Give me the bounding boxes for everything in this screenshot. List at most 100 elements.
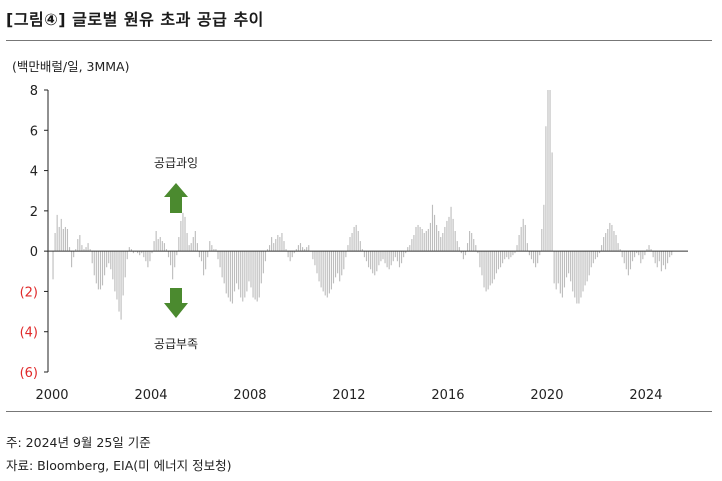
- data-bar: [621, 251, 623, 258]
- data-bar: [444, 226, 446, 252]
- data-bar: [664, 251, 667, 270]
- data-bar: [137, 251, 139, 254]
- data-bar: [192, 237, 194, 252]
- data-bar: [481, 251, 483, 276]
- data-bar: [262, 251, 264, 274]
- data-bar: [506, 251, 508, 258]
- data-bar: [217, 251, 219, 260]
- data-bar: [299, 243, 302, 252]
- data-bar: [104, 251, 106, 276]
- data-bar: [654, 251, 656, 264]
- data-bar: [601, 245, 603, 252]
- data-bar: [318, 251, 320, 282]
- data-bar: [615, 235, 617, 252]
- data-bar: [149, 251, 151, 262]
- data-bar: [79, 235, 81, 252]
- data-bar: [324, 251, 326, 296]
- data-bar: [225, 251, 227, 294]
- data-bar: [390, 251, 392, 266]
- x-tick-label: 2012: [332, 388, 365, 403]
- x-tick-label: 2008: [233, 388, 266, 403]
- data-bar: [582, 251, 584, 292]
- data-bar: [388, 251, 390, 270]
- data-bar: [289, 251, 291, 262]
- data-bar: [120, 251, 122, 320]
- data-bar: [320, 251, 322, 288]
- data-bar: [667, 251, 669, 264]
- data-bar: [236, 251, 238, 284]
- data-bar: [367, 251, 370, 268]
- surplus-arrow-icon: [164, 183, 188, 213]
- data-bar: [213, 249, 215, 252]
- data-bar: [491, 251, 493, 284]
- data-bar: [242, 251, 244, 302]
- data-bar: [83, 249, 85, 252]
- data-bar: [629, 251, 632, 270]
- data-bar: [417, 224, 419, 252]
- data-bar: [124, 251, 126, 278]
- data-bar: [200, 251, 203, 262]
- data-bar: [293, 251, 295, 254]
- data-bar: [184, 216, 186, 252]
- data-bar: [343, 251, 345, 270]
- data-bar: [101, 251, 104, 286]
- data-bar: [304, 249, 306, 252]
- data-bar: [159, 237, 161, 252]
- data-bar: [400, 251, 403, 264]
- data-bar: [337, 251, 339, 274]
- data-bar: [609, 222, 611, 252]
- data-bar: [227, 251, 229, 298]
- data-bar: [141, 251, 143, 254]
- data-bar: [287, 251, 289, 258]
- data-bar: [502, 251, 504, 264]
- data-bar: [588, 251, 590, 276]
- data-bar: [87, 243, 89, 252]
- data-bar: [275, 239, 277, 252]
- data-bar: [66, 228, 69, 252]
- data-bar: [520, 226, 522, 252]
- data-bar: [314, 251, 316, 266]
- data-bar: [646, 249, 648, 252]
- data-bar: [611, 224, 613, 252]
- data-bar: [345, 251, 347, 258]
- data-bar: [269, 245, 271, 252]
- data-bar: [64, 226, 66, 252]
- x-tick-label: 2000: [35, 388, 68, 403]
- data-bar: [174, 251, 176, 268]
- data-bar: [240, 251, 242, 298]
- data-bar: [248, 251, 250, 282]
- data-bar: [95, 251, 97, 284]
- data-bar: [180, 220, 182, 252]
- data-bar: [477, 251, 479, 254]
- data-bar: [370, 251, 372, 270]
- data-bar: [215, 249, 217, 252]
- data-bar: [198, 251, 201, 258]
- data-bar: [339, 251, 341, 282]
- x-tick-label: 2016: [431, 388, 464, 403]
- y-tick-label: 8: [30, 84, 38, 99]
- data-bar: [359, 241, 361, 252]
- data-bar: [508, 251, 510, 260]
- deficit-arrow-icon: [164, 288, 188, 318]
- data-bar: [464, 251, 467, 256]
- data-bar: [279, 237, 281, 252]
- data-bar: [574, 251, 576, 298]
- data-bar: [182, 212, 184, 252]
- data-bar: [172, 251, 174, 280]
- data-bar: [535, 251, 537, 268]
- data-bar: [291, 251, 293, 258]
- data-bar: [483, 251, 485, 288]
- data-bar: [570, 251, 572, 282]
- data-bar: [363, 251, 365, 258]
- data-bar: [640, 251, 642, 264]
- data-bar: [547, 90, 549, 252]
- data-bar: [407, 247, 409, 252]
- data-bar: [396, 251, 398, 262]
- data-bar: [419, 226, 421, 252]
- data-bar: [625, 251, 627, 270]
- data-bar: [126, 251, 128, 260]
- data-bar: [526, 243, 528, 252]
- date-footnote: 주: 2024년 9월 25일 기준: [6, 435, 151, 450]
- data-bar: [450, 206, 452, 252]
- data-bar: [231, 251, 234, 304]
